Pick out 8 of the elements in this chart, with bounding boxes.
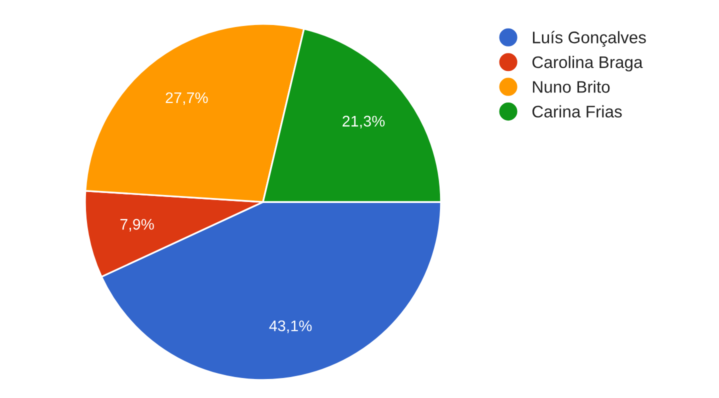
data-label: 43,1% <box>269 320 312 334</box>
legend-label: Carina Frias <box>532 105 622 118</box>
data-label: 27,7% <box>166 92 208 105</box>
legend-label: Carolina Braga <box>532 56 643 72</box>
legend-label: Nuno Brito <box>532 80 610 93</box>
data-label: 7,9% <box>120 218 154 232</box>
data-label: 21,3% <box>342 116 385 128</box>
legend-label: Luís Gonçalves <box>532 30 646 47</box>
